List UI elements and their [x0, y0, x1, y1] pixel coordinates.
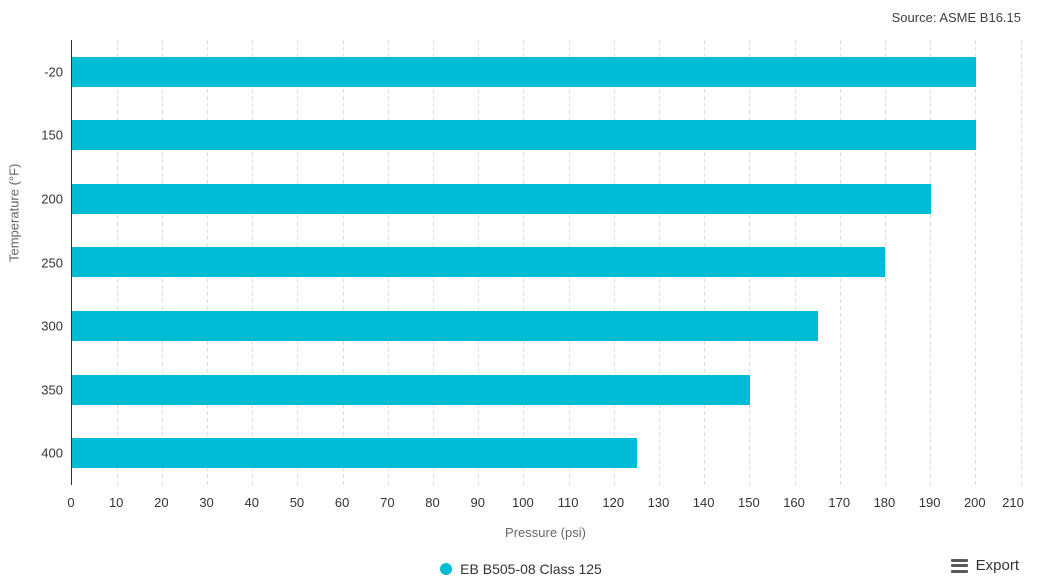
bar--20[interactable]: [72, 56, 976, 87]
legend-label: EB B505-08 Class 125: [460, 561, 602, 577]
bar-row: [72, 104, 1021, 168]
x-tick-label: 0: [67, 495, 75, 510]
legend-marker-icon: [440, 563, 453, 575]
gridline: [884, 40, 886, 485]
y-tick-label: 200: [41, 191, 63, 207]
gridline: [1020, 40, 1022, 485]
y-tick-label: 350: [41, 382, 63, 398]
x-tick-label: 150: [737, 495, 760, 510]
x-tick-label: 70: [380, 495, 395, 510]
legend-item[interactable]: EB B505-08 Class 125: [440, 561, 602, 577]
y-axis-title: Temperature (°F): [6, 163, 22, 262]
bar-row: [72, 167, 1021, 231]
x-tick-label: 210: [1002, 495, 1024, 510]
bar-300[interactable]: [72, 311, 818, 342]
bar-row: [72, 358, 1021, 422]
y-tick-label: 300: [41, 318, 63, 334]
x-tick-label: 30: [199, 495, 214, 510]
y-tick-label: 250: [41, 255, 63, 270]
gridline: [975, 40, 977, 485]
y-tick-label: 150: [41, 127, 63, 143]
bar-400[interactable]: [72, 438, 637, 469]
x-tick-label: 10: [108, 495, 124, 510]
menu-icon: [950, 558, 968, 573]
legend: EB B505-08 Class 125: [0, 561, 1042, 577]
x-tick-label: 90: [470, 495, 485, 510]
x-tick-label: 40: [244, 495, 259, 510]
x-tick-label: 160: [783, 495, 805, 510]
x-tick-label: 120: [602, 495, 625, 510]
x-tick-label: 60: [334, 495, 350, 510]
bar-200[interactable]: [72, 183, 931, 214]
x-tick-label: 180: [873, 495, 896, 510]
bar-row: [72, 231, 1021, 295]
bar-150[interactable]: [72, 120, 976, 151]
x-tick-label: 100: [512, 495, 534, 510]
source-credit: Source: ASME B16.15: [891, 10, 1021, 25]
x-tick-label: 170: [828, 495, 851, 510]
x-tick-label: 190: [918, 495, 941, 510]
x-tick-label: 50: [289, 495, 305, 510]
x-axis-title: Pressure (psi): [505, 525, 586, 540]
gridline: [930, 40, 932, 485]
y-tick-label: 400: [41, 445, 63, 461]
x-tick-label: 80: [425, 495, 440, 510]
x-tick-label: 110: [557, 495, 579, 510]
x-tick-label: 20: [154, 495, 169, 510]
x-tick-label: 130: [647, 495, 670, 510]
export-button[interactable]: Export: [950, 557, 1019, 574]
bar-350[interactable]: [72, 374, 750, 405]
bar-row: [72, 421, 1021, 485]
export-label: Export: [975, 557, 1019, 574]
x-tick-label: 140: [692, 495, 715, 510]
plot-area: [71, 40, 1022, 485]
bar-250[interactable]: [72, 247, 886, 278]
x-tick-label: 200: [963, 495, 986, 510]
bar-row: [72, 294, 1021, 358]
bar-row: [72, 40, 1021, 104]
y-tick-label: -20: [44, 64, 63, 80]
